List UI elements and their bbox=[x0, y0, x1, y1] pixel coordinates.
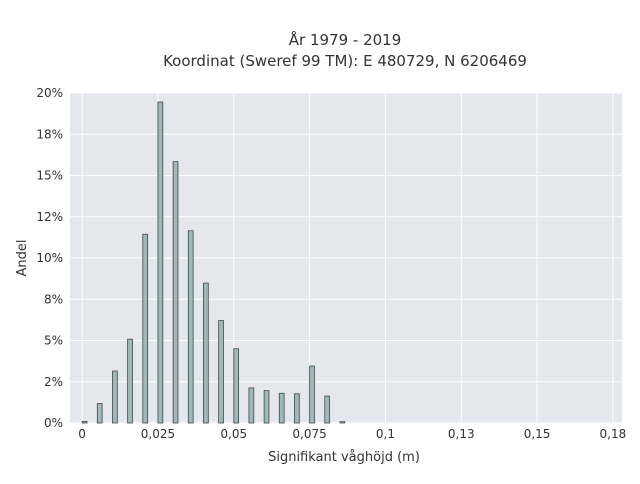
histogram-bar bbox=[112, 370, 118, 424]
histogram-bar bbox=[127, 338, 133, 424]
histogram-bar bbox=[233, 348, 240, 424]
y-tick-label: 20% bbox=[36, 86, 63, 100]
x-tick-label: 0,025 bbox=[141, 427, 175, 441]
y-tick-label: 18% bbox=[36, 127, 63, 141]
x-tick-label: 0,1 bbox=[376, 427, 395, 441]
histogram-bar bbox=[203, 282, 209, 424]
x-tick-label: 0,13 bbox=[448, 427, 475, 441]
y-tick-label: 10% bbox=[36, 251, 63, 265]
histogram-bar bbox=[187, 230, 194, 424]
histogram-bar bbox=[309, 365, 315, 424]
x-tick-label: 0 bbox=[78, 427, 86, 441]
plot-area bbox=[70, 92, 622, 424]
chart-title-line2: Koordinat (Sweref 99 TM): E 480729, N 62… bbox=[163, 52, 527, 70]
histogram-bar bbox=[218, 320, 224, 424]
y-axis-label: Andel bbox=[15, 240, 30, 277]
histogram-bar bbox=[324, 395, 331, 424]
y-tick-label: 15% bbox=[36, 169, 63, 183]
histogram-bar bbox=[96, 403, 103, 424]
histogram-bar bbox=[81, 420, 88, 424]
x-tick-label: 0,075 bbox=[292, 427, 326, 441]
x-tick-label: 0,18 bbox=[600, 427, 627, 441]
histogram-bar bbox=[172, 161, 179, 424]
histogram-bar bbox=[263, 390, 270, 424]
histogram-bar bbox=[142, 233, 149, 424]
histogram-bar bbox=[157, 101, 164, 424]
y-tick-label: 12% bbox=[36, 210, 63, 224]
x-tick-label: 0,15 bbox=[524, 427, 551, 441]
x-tick-label: 0,05 bbox=[220, 427, 247, 441]
histogram-bar bbox=[248, 387, 255, 424]
y-tick-label: 0% bbox=[44, 416, 63, 430]
y-tick-label: 5% bbox=[44, 334, 63, 348]
y-tick-label: 2% bbox=[44, 375, 63, 389]
x-axis-label: Signifikant våghöjd (m) bbox=[268, 450, 420, 465]
y-tick-label: 8% bbox=[44, 292, 63, 306]
chart-title-line1: År 1979 - 2019 bbox=[289, 30, 402, 49]
histogram-bar bbox=[294, 393, 300, 424]
histogram-bar bbox=[339, 421, 346, 424]
axes: 0 0,025 0,05 0,075 0,1 0,13 0,15 0,18 0% 2% 5% 8% 10… bbox=[36, 86, 626, 441]
histogram-bar bbox=[278, 392, 285, 424]
